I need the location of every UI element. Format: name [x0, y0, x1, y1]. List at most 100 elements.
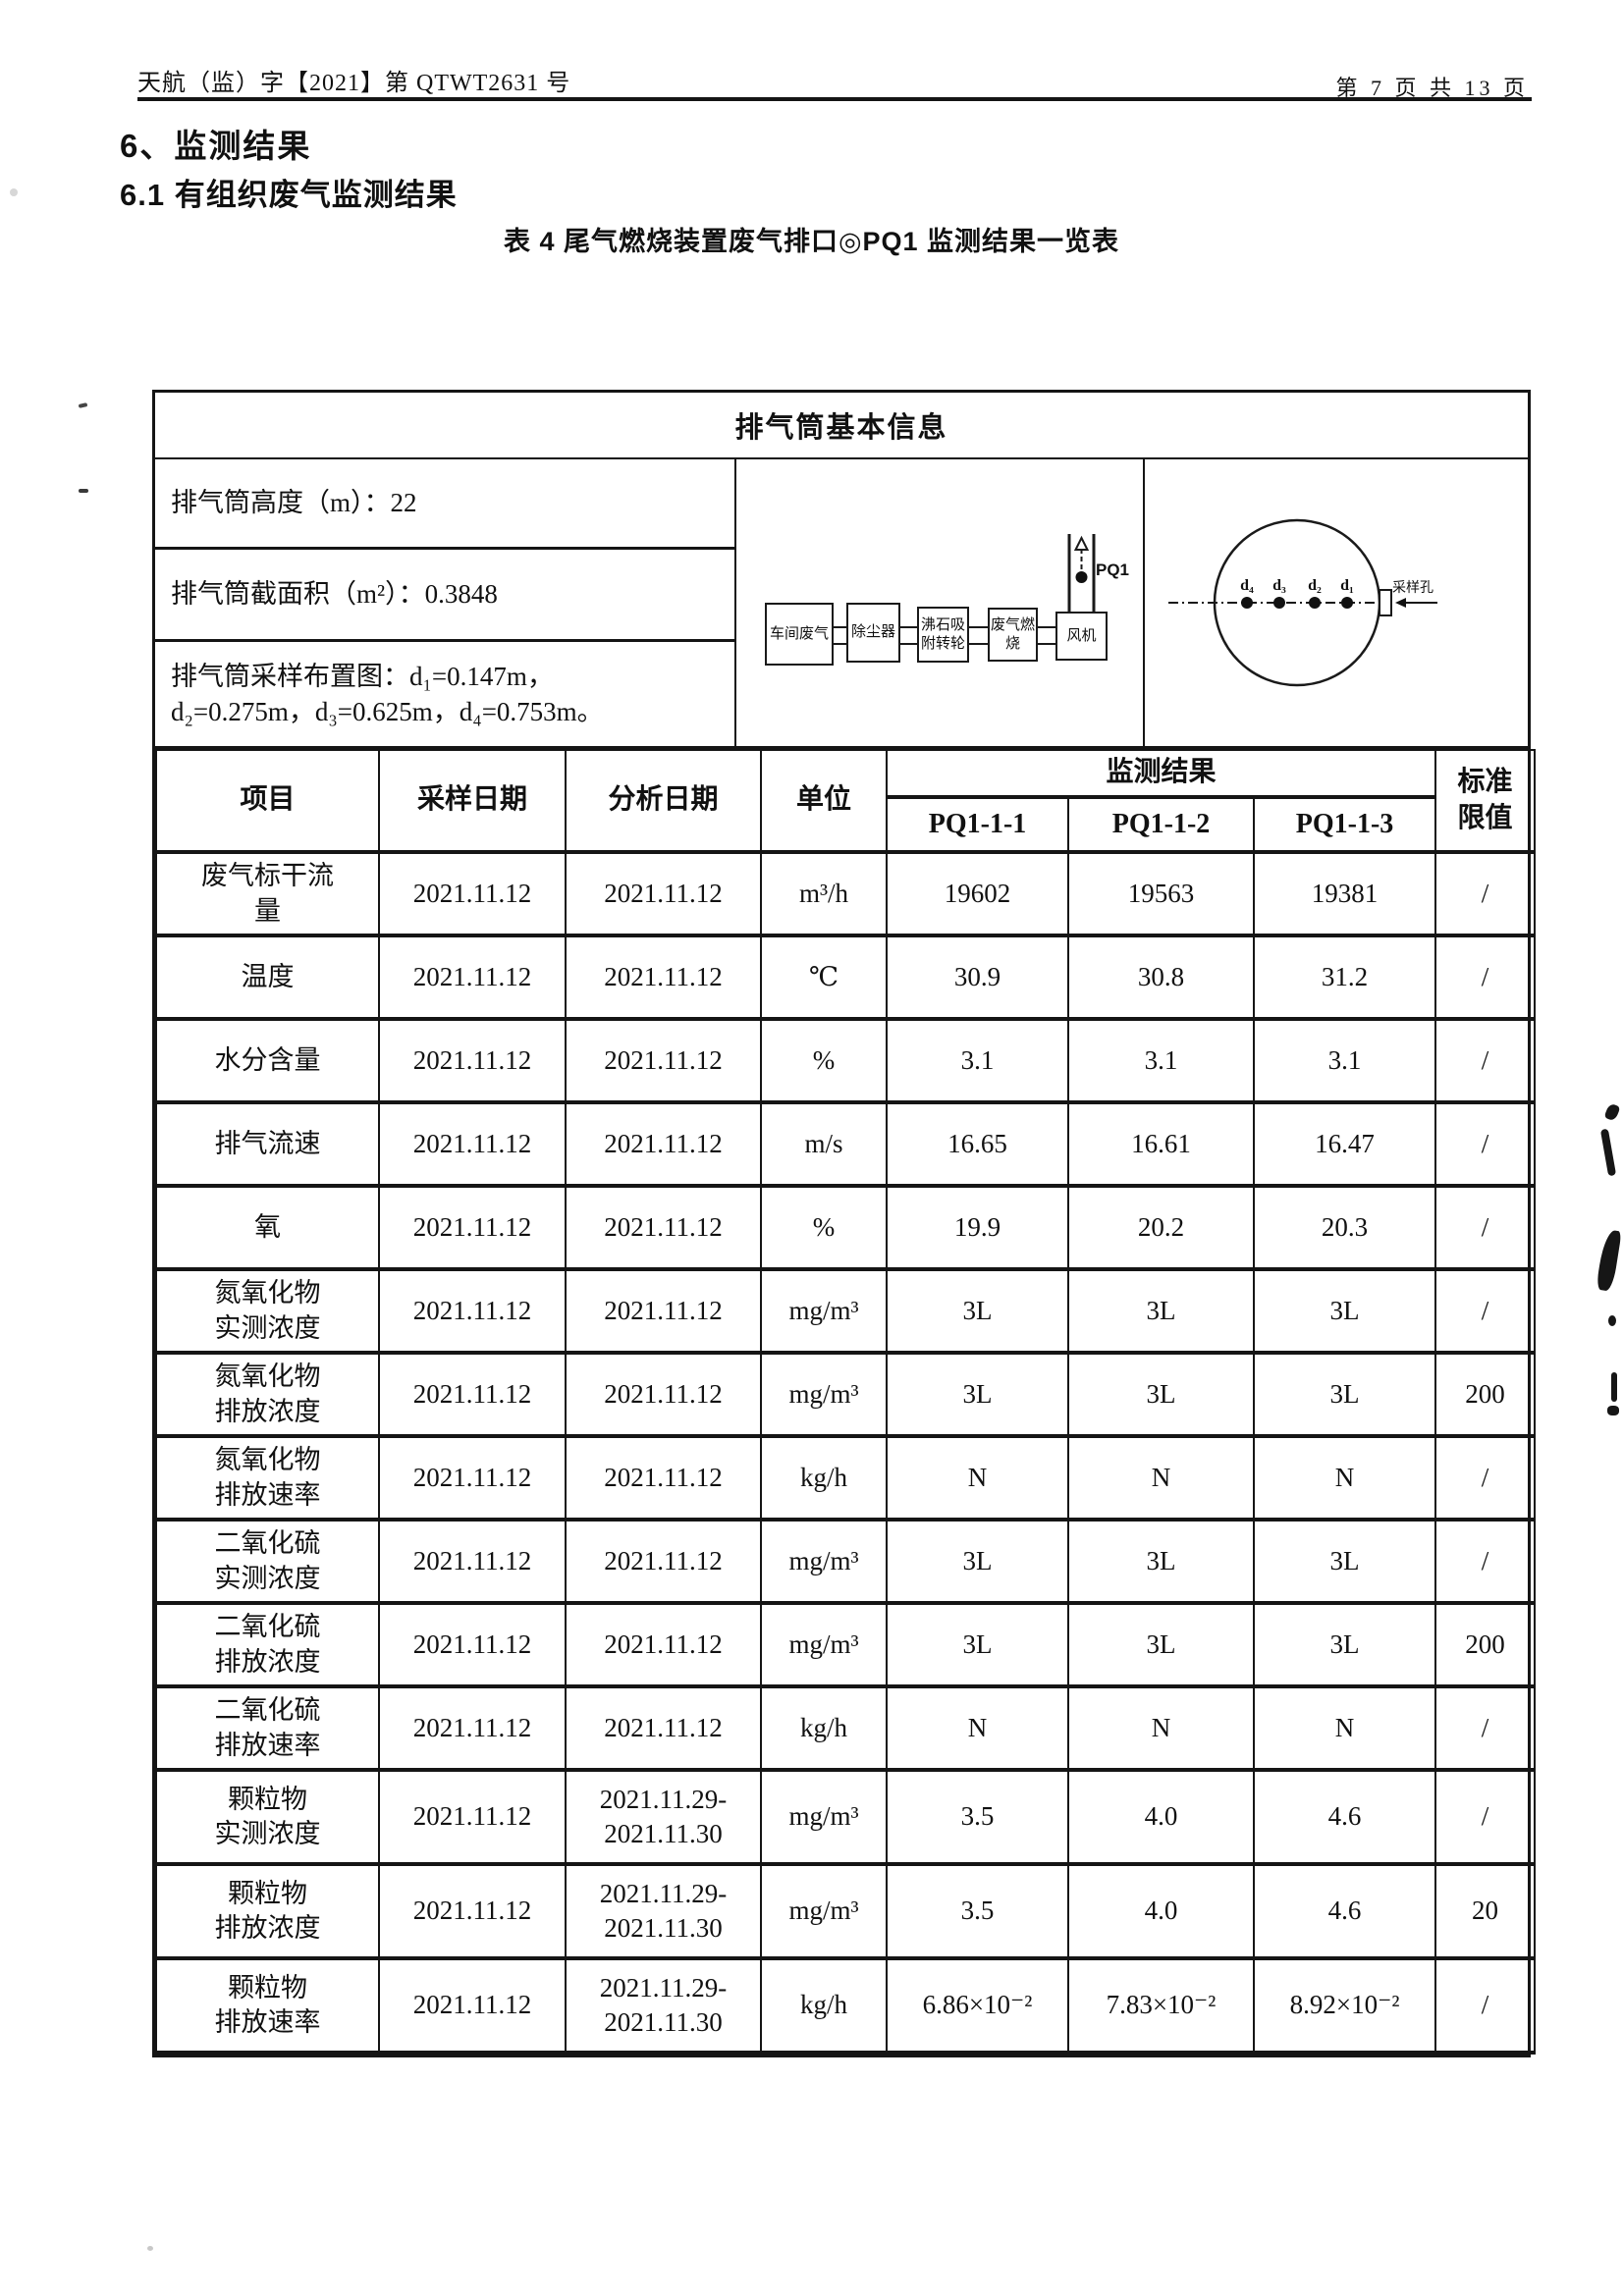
cell-value-2: 3L — [1067, 1519, 1255, 1605]
cell-value-1: 3L — [886, 1352, 1069, 1438]
cell-unit: m³/h — [760, 851, 888, 937]
cell-value-1: 3L — [886, 1519, 1069, 1605]
table-row: 氮氧化物 排放速率 2021.11.12 2021.11.12 kg/h N N… — [155, 1435, 1537, 1522]
cell-value-1: 3.5 — [886, 1769, 1069, 1866]
cell-value-2: 20.2 — [1067, 1185, 1255, 1271]
cell-limit: 200 — [1434, 1602, 1537, 1688]
scan-artifact — [147, 2246, 153, 2251]
scan-artifact — [1608, 1315, 1616, 1326]
flow-box-fan: 风机 — [1055, 612, 1108, 661]
cell-value-3: 8.92×10⁻² — [1252, 1957, 1437, 2055]
page-number: 第 7 页 共 13 页 — [1335, 76, 1529, 100]
cell-unit: kg/h — [760, 1435, 888, 1522]
cell-item: 废气标干流 量 — [155, 851, 380, 937]
cell-unit: mg/m³ — [760, 1352, 888, 1438]
col-header-pq1-1-3: PQ1-1-3 — [1252, 796, 1437, 854]
scan-artifact — [1607, 1406, 1619, 1415]
cell-limit: / — [1434, 1435, 1537, 1522]
scan-artifact — [10, 188, 18, 196]
cell-item: 颗粒物 排放浓度 — [155, 1863, 380, 1960]
scan-artifact — [1611, 1372, 1617, 1402]
cell-analysis-date: 2021.11.29- 2021.11.30 — [565, 1957, 762, 2055]
cell-value-3: N — [1252, 1435, 1437, 1522]
cell-unit: mg/m³ — [760, 1602, 888, 1688]
cell-value-1: 3.1 — [886, 1018, 1069, 1104]
cell-item: 颗粒物 排放速率 — [155, 1957, 380, 2055]
sampling-port-label: 采样孔 — [1392, 581, 1434, 596]
cell-limit: 200 — [1434, 1352, 1537, 1438]
stack-info-title: 排气筒基本信息 — [155, 393, 1528, 459]
cell-value-2: 30.8 — [1067, 934, 1255, 1021]
scan-artifact — [1599, 1128, 1617, 1177]
cell-analysis-date: 2021.11.12 — [565, 934, 762, 1021]
process-flow-diagram: 车间废气 除尘器 沸石吸附转轮 废气燃烧 风机 PQ1 — [734, 459, 1143, 746]
col-header-item: 项目 — [155, 749, 380, 854]
cell-value-3: 3L — [1252, 1352, 1437, 1438]
outlet-pq1-label: PQ1 — [1096, 561, 1130, 579]
stack-sampling-layout: 排气筒采样布置图：d₁=0.147m， d₂=0.275m，d₃=0.625m，… — [171, 661, 604, 726]
cell-value-3: 4.6 — [1252, 1769, 1437, 1866]
cell-value-1: 19.9 — [886, 1185, 1069, 1271]
table-row: 颗粒物 排放浓度 2021.11.12 2021.11.29- 2021.11.… — [155, 1863, 1537, 1960]
stack-cross-section-diagram: d₄ d₃ d₂ d₁ 采样孔 — [1143, 459, 1528, 746]
cell-value-3: 20.3 — [1252, 1185, 1437, 1271]
cell-value-3: 3.1 — [1252, 1018, 1437, 1104]
cell-value-2: 3.1 — [1067, 1018, 1255, 1104]
cell-sample-date: 2021.11.12 — [378, 1602, 567, 1688]
stack-info-section: 排气筒高度（m）：22 排气筒截面积（m²）：0.3848 排气筒采样布置图：d… — [155, 459, 1528, 749]
table-row: 颗粒物 实测浓度 2021.11.12 2021.11.29- 2021.11.… — [155, 1769, 1537, 1866]
flow-box-gas-combustion: 废气燃烧 — [988, 608, 1038, 662]
cell-item: 氧 — [155, 1185, 380, 1271]
cell-analysis-date: 2021.11.12 — [565, 1185, 762, 1271]
cell-item: 氮氧化物 排放速率 — [155, 1435, 380, 1522]
document-number: 天航（监）字【2021】第 QTWT2631 号 — [137, 71, 571, 96]
cell-item: 排气流速 — [155, 1101, 380, 1188]
flow-box-zeolite-wheel: 沸石吸附转轮 — [917, 607, 969, 663]
col-header-analysis-date: 分析日期 — [565, 749, 762, 854]
table-row: 二氧化硫 排放浓度 2021.11.12 2021.11.12 mg/m³ 3L… — [155, 1602, 1537, 1688]
cell-value-1: 6.86×10⁻² — [886, 1957, 1069, 2055]
cell-item: 颗粒物 实测浓度 — [155, 1769, 380, 1866]
flow-box-dust-collector: 除尘器 — [846, 603, 900, 663]
cell-limit: / — [1434, 1018, 1537, 1104]
cell-item: 水分含量 — [155, 1018, 380, 1104]
cell-sample-date: 2021.11.12 — [378, 1185, 567, 1271]
cell-unit: kg/h — [760, 1957, 888, 2055]
cell-sample-date: 2021.11.12 — [378, 1352, 567, 1438]
cell-value-2: 3L — [1067, 1268, 1255, 1355]
stack-area: 排气筒截面积（m²）：0.3848 — [155, 550, 734, 642]
table-row: 氮氧化物 排放浓度 2021.11.12 2021.11.12 mg/m³ 3L… — [155, 1352, 1537, 1438]
table-row: 废气标干流 量 2021.11.12 2021.11.12 m³/h 19602… — [155, 851, 1537, 937]
cell-sample-date: 2021.11.12 — [378, 1519, 567, 1605]
cell-item: 二氧化硫 实测浓度 — [155, 1519, 380, 1605]
cell-unit: m/s — [760, 1101, 888, 1188]
scan-artifact — [1596, 1229, 1622, 1292]
cell-analysis-date: 2021.11.12 — [565, 1519, 762, 1605]
cell-limit: / — [1434, 1685, 1537, 1772]
cell-item: 氮氧化物 排放浓度 — [155, 1352, 380, 1438]
cell-analysis-date: 2021.11.12 — [565, 1018, 762, 1104]
cell-unit: % — [760, 1018, 888, 1104]
cell-unit: kg/h — [760, 1685, 888, 1772]
table-row: 二氧化硫 排放速率 2021.11.12 2021.11.12 kg/h N N… — [155, 1685, 1537, 1772]
section-title: 6、监测结果 — [120, 128, 312, 164]
cell-value-2: N — [1067, 1685, 1255, 1772]
cell-value-2: 3L — [1067, 1602, 1255, 1688]
cell-value-3: 4.6 — [1252, 1863, 1437, 1960]
cell-unit: mg/m³ — [760, 1769, 888, 1866]
cell-value-2: 4.0 — [1067, 1769, 1255, 1866]
cell-sample-date: 2021.11.12 — [378, 851, 567, 937]
table-caption: 表 4 尾气燃烧装置废气排口◎PQ1 监测结果一览表 — [503, 227, 1120, 256]
cell-value-1: 19602 — [886, 851, 1069, 937]
cross-section-lines: d₄ d₃ d₂ d₁ — [1168, 518, 1437, 687]
cell-value-1: N — [886, 1685, 1069, 1772]
cell-analysis-date: 2021.11.29- 2021.11.30 — [565, 1769, 762, 1866]
col-header-pq1-1-2: PQ1-1-2 — [1067, 796, 1255, 854]
cell-item: 二氧化硫 排放速率 — [155, 1685, 380, 1772]
cell-limit: / — [1434, 1519, 1537, 1605]
cell-analysis-date: 2021.11.12 — [565, 1352, 762, 1438]
cell-limit: / — [1434, 1185, 1537, 1271]
cell-sample-date: 2021.11.12 — [378, 1435, 567, 1522]
cell-value-1: 30.9 — [886, 934, 1069, 1021]
